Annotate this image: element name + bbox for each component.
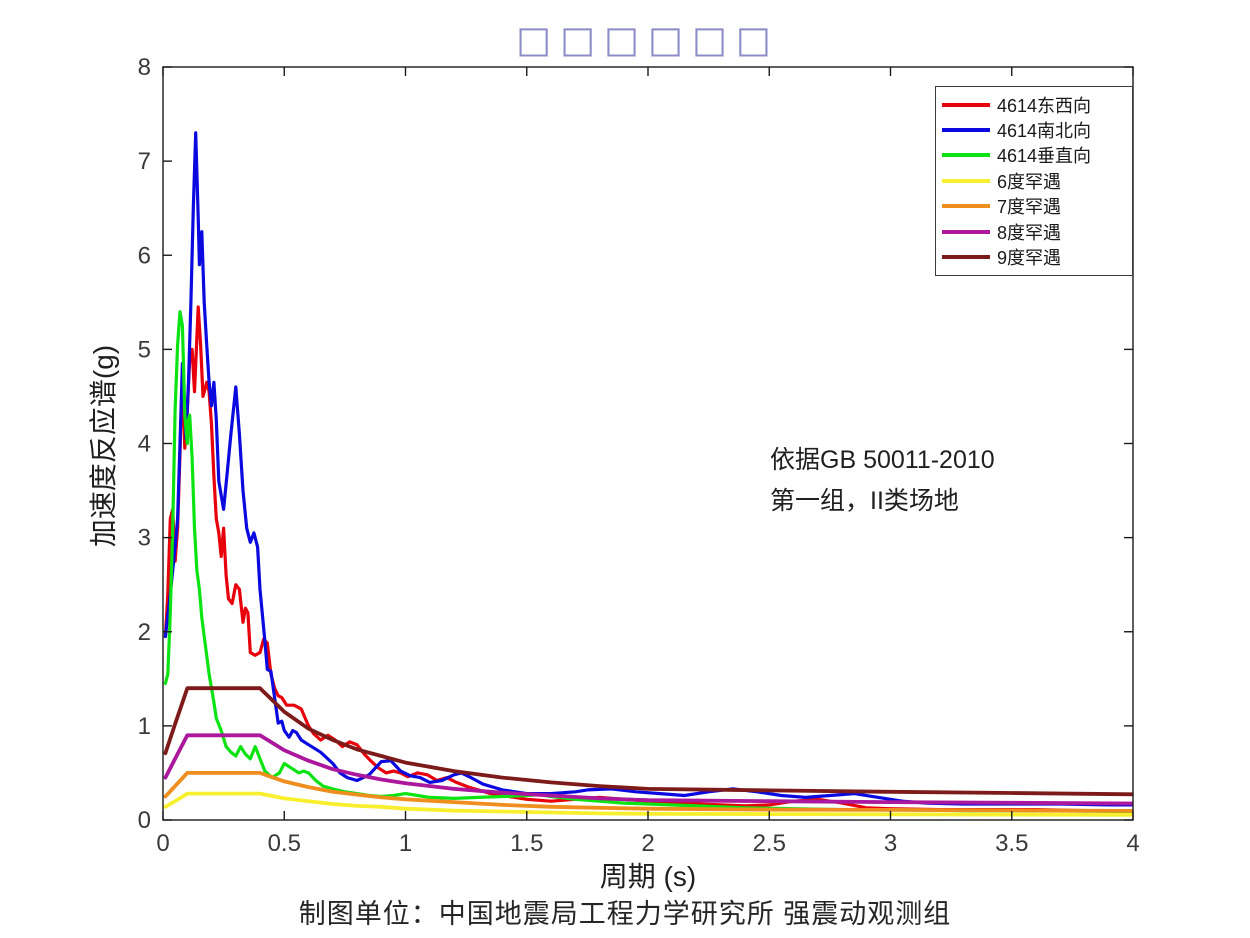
legend-label: 9度罕遇 bbox=[997, 248, 1062, 269]
legend-item-0: 4614东西向 bbox=[940, 92, 1124, 117]
x-axis-label: 周期 (s) bbox=[599, 861, 697, 892]
x-tick-label: 3 bbox=[884, 830, 897, 857]
x-tick-label: 3.5 bbox=[995, 830, 1028, 857]
curves-group bbox=[163, 131, 1133, 817]
series-curve-0 bbox=[163, 305, 1133, 813]
y-tick-label: 1 bbox=[138, 713, 151, 740]
legend-line-sample bbox=[942, 128, 990, 133]
y-tick-label: 6 bbox=[138, 242, 151, 269]
legend-label: 4614东西向 bbox=[997, 95, 1092, 116]
series-curve-2 bbox=[163, 310, 1133, 814]
y-tick-label: 3 bbox=[138, 525, 151, 552]
legend-line-sample bbox=[942, 102, 990, 107]
y-tick-label: 8 bbox=[138, 54, 151, 81]
x-tick-label: 2 bbox=[641, 830, 654, 857]
legend-line-sample bbox=[942, 178, 990, 183]
legend-label: 6度罕遇 bbox=[997, 171, 1062, 192]
legend-line-sample bbox=[942, 255, 990, 260]
legend-item-5: 8度罕遇 bbox=[940, 219, 1124, 244]
figure-caption: 制图单位：中国地震局工程力学研究所 强震动观测组 bbox=[298, 899, 952, 929]
x-tick-label: 0 bbox=[156, 830, 169, 857]
series-curve-4 bbox=[163, 771, 1133, 813]
annotation-line2: 第一组，II类场地 bbox=[770, 487, 959, 515]
series-curve-5 bbox=[163, 733, 1133, 806]
ticks-group: 0 0.5 1 1.5 2 2.5 3 3.5 4 0 1 2 3 4 5 6 7 8 bbox=[138, 54, 1140, 857]
legend-label: 4614南北向 bbox=[997, 121, 1092, 142]
chart-title-missing-glyphs: □□□□□□ bbox=[516, 18, 780, 61]
y-tick-label: 7 bbox=[138, 148, 151, 175]
legend-item-2: 4614垂直向 bbox=[940, 143, 1124, 168]
x-tick-label: 1.5 bbox=[510, 830, 543, 857]
legend-item-4: 7度罕遇 bbox=[940, 194, 1124, 219]
legend-item-1: 4614南北向 bbox=[940, 117, 1124, 142]
series-curve-6 bbox=[163, 686, 1133, 797]
legend-label: 8度罕遇 bbox=[997, 222, 1062, 243]
y-tick-label: 2 bbox=[138, 619, 151, 646]
x-tick-label: 1 bbox=[399, 830, 412, 857]
x-tick-label: 0.5 bbox=[268, 830, 301, 857]
series-curve-1 bbox=[163, 131, 1133, 807]
annotation-line1: 依据GB 50011-2010 bbox=[770, 446, 995, 474]
y-tick-label: 4 bbox=[138, 431, 151, 458]
legend-box: 4614东西向 4614南北向 4614垂直向 6度罕遇 7度罕遇 8度罕遇 9度罕遇 bbox=[935, 86, 1133, 276]
legend-line-sample bbox=[942, 153, 990, 158]
legend-label: 4614垂直向 bbox=[997, 146, 1092, 167]
x-tick-label: 4 bbox=[1126, 830, 1139, 857]
y-tick-label: 5 bbox=[138, 336, 151, 363]
code-reference-annotation: 依据GB 50011-2010 第一组，II类场地 bbox=[770, 440, 995, 522]
legend-item-3: 6度罕遇 bbox=[940, 168, 1124, 193]
legend-item-6: 9度罕遇 bbox=[940, 244, 1124, 269]
y-tick-label: 0 bbox=[138, 807, 151, 834]
legend-line-sample bbox=[942, 204, 990, 209]
y-axis-label: 加速度反应谱(g) bbox=[88, 344, 119, 548]
x-tick-label: 2.5 bbox=[753, 830, 786, 857]
legend-line-sample bbox=[942, 229, 990, 234]
legend-label: 7度罕遇 bbox=[997, 197, 1062, 218]
